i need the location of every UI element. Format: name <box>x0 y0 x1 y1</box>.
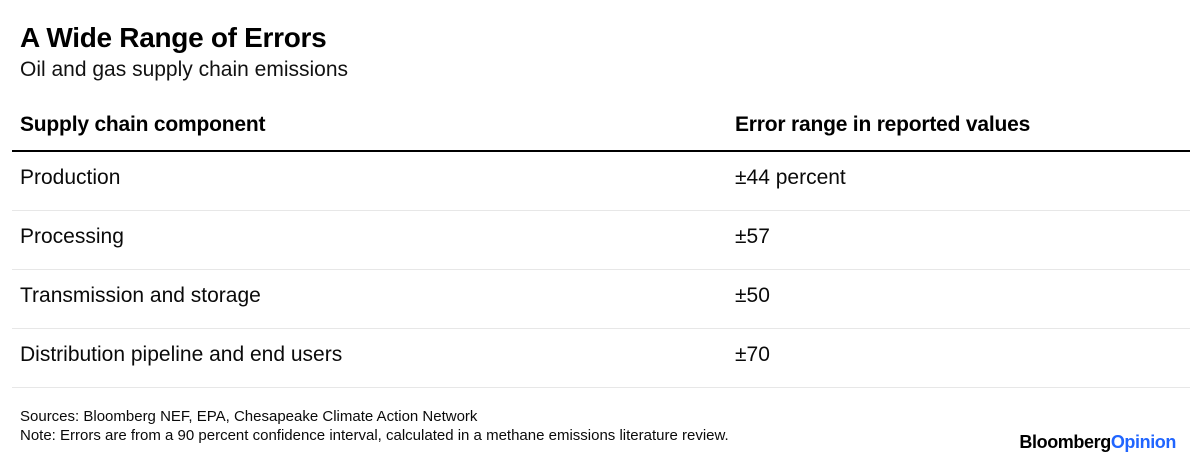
logo-bloomberg-text: Bloomberg <box>1019 432 1111 452</box>
component-cell: Production <box>20 166 121 189</box>
table-row-production: Production ±44 percent <box>12 152 1190 211</box>
chart-title: A Wide Range of Errors <box>20 22 327 53</box>
table-row-processing: Processing ±57 <box>12 211 1190 270</box>
error-cell: ±44 percent <box>735 166 846 189</box>
note-line: Note: Errors are from a 90 percent confi… <box>20 427 729 444</box>
bloomberg-opinion-logo: BloombergOpinion <box>1019 432 1176 453</box>
error-cell: ±70 <box>735 343 770 366</box>
table-body: Production ±44 percent Processing ±57 Tr… <box>12 152 1190 388</box>
error-cell: ±50 <box>735 284 770 307</box>
table-row-transmission: Transmission and storage ±50 <box>12 270 1190 329</box>
header-rule <box>12 150 1190 152</box>
component-cell: Distribution pipeline and end users <box>20 343 343 366</box>
chart-subtitle: Oil and gas supply chain emissions <box>20 58 349 81</box>
column-header-component: Supply chain component <box>20 113 266 136</box>
table-row-distribution: Distribution pipeline and end users ±70 <box>12 329 1190 388</box>
logo-opinion-text: Opinion <box>1110 432 1177 452</box>
error-cell: ±57 <box>735 225 770 248</box>
sources-line: Sources: Bloomberg NEF, EPA, Chesapeake … <box>20 408 478 425</box>
table-header-row: Supply chain component Error range in re… <box>0 113 1200 143</box>
component-cell: Processing <box>20 225 124 248</box>
column-header-error-range: Error range in reported values <box>735 113 1031 136</box>
component-cell: Transmission and storage <box>20 284 261 307</box>
